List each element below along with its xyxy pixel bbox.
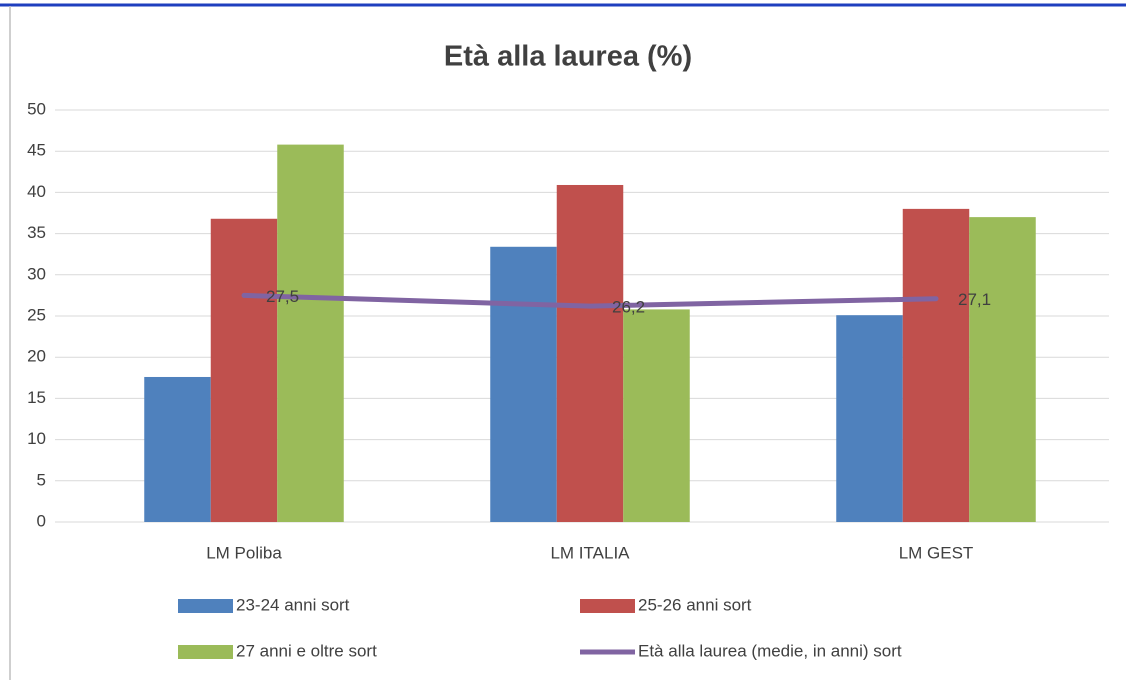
bar (836, 315, 903, 522)
y-tick-label: 25 (27, 305, 46, 324)
bar (210, 218, 278, 522)
bar (277, 144, 344, 522)
y-tick-label: 10 (27, 429, 46, 448)
y-tick-label: 40 (27, 182, 46, 201)
legend-swatch (178, 645, 233, 659)
bar (490, 246, 557, 522)
y-tick-label: 15 (27, 388, 46, 407)
x-tick-label: LM GEST (899, 543, 974, 562)
chart-title: Età alla laurea (%) (444, 41, 692, 73)
bar (969, 217, 1036, 522)
x-tick-label: LM Poliba (206, 543, 282, 562)
bar (902, 208, 970, 522)
bar (144, 376, 211, 522)
legend-label: 25-26 anni sort (638, 595, 752, 614)
legend-label: Età alla laurea (medie, in anni) sort (638, 641, 902, 660)
legend-label: 23-24 anni sort (236, 595, 350, 614)
y-tick-label: 35 (27, 223, 46, 242)
y-tick-label: 20 (27, 347, 46, 366)
data-label: 26,2 (612, 298, 645, 317)
y-tick-label: 5 (37, 470, 46, 489)
y-tick-label: 45 (27, 141, 46, 160)
bar (556, 184, 624, 522)
legend-swatch (178, 599, 233, 613)
x-tick-label: LM ITALIA (550, 543, 630, 562)
data-label: 27,5 (266, 287, 299, 306)
line (241, 292, 939, 309)
legend-swatch (580, 599, 635, 613)
bar (623, 309, 690, 522)
y-tick-label: 50 (27, 99, 46, 118)
y-tick-label: 30 (27, 264, 46, 283)
y-tick-label: 0 (37, 511, 46, 530)
legend-label: 27 anni e oltre sort (236, 641, 377, 660)
data-label: 27,1 (958, 290, 991, 309)
